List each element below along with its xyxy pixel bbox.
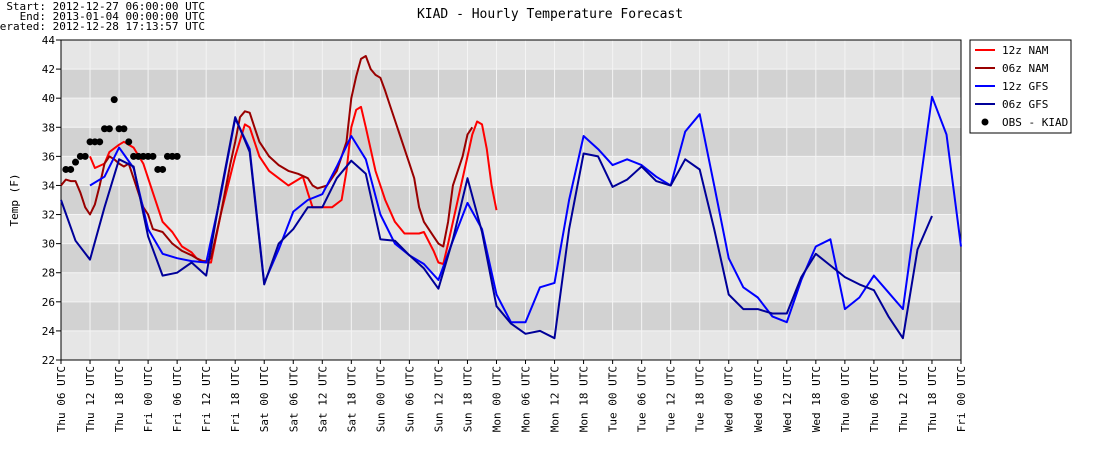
band: [61, 214, 961, 244]
obs-point: [67, 165, 75, 173]
x-tick-label: Thu 18 UTC: [926, 366, 939, 432]
y-tick-label: 42: [42, 63, 55, 76]
band: [61, 301, 961, 331]
info-line: End: 2013-01-04 00:00:00 UTC: [20, 10, 205, 23]
band: [61, 40, 961, 70]
chart-title: KIAD - Hourly Temperature Forecast: [417, 7, 683, 22]
band: [61, 330, 961, 360]
x-tick-label: Thu 12 UTC: [897, 366, 910, 432]
obs-point: [154, 165, 162, 173]
y-tick-label: 40: [42, 92, 55, 105]
x-tick-label: Sat 18 UTC: [345, 366, 358, 432]
obs-point: [120, 125, 128, 133]
x-tick-label: Wed 18 UTC: [810, 366, 823, 432]
x-tick-label: Mon 00 UTC: [490, 366, 503, 432]
x-tick-label: Fri 06 UTC: [171, 366, 184, 432]
series-line: [60, 116, 933, 340]
x-tick-label: Fri 00 UTC: [955, 366, 968, 432]
legend-label: 06z GFS: [1002, 98, 1048, 111]
band: [61, 127, 961, 157]
obs-point: [96, 138, 104, 146]
obs-point: [134, 152, 142, 160]
legend-label: 12z GFS: [1002, 80, 1048, 93]
x-tick-label: Sun 12 UTC: [432, 366, 445, 432]
obs-point: [159, 165, 167, 173]
obs-point: [110, 96, 118, 104]
y-tick-label: 32: [42, 209, 55, 222]
x-tick-label: Mon 12 UTC: [549, 366, 562, 432]
x-tick-label: Tue 18 UTC: [694, 366, 707, 432]
obs-point: [115, 125, 123, 133]
y-tick-label: 38: [42, 121, 55, 134]
x-tick-label: Sat 06 UTC: [287, 366, 300, 432]
x-tick-label: Wed 00 UTC: [723, 366, 736, 432]
y-tick-label: 28: [42, 267, 55, 280]
x-tick-label: Mon 06 UTC: [520, 366, 533, 432]
obs-point: [86, 138, 94, 146]
obs-point: [62, 165, 70, 173]
x-tick-label: Sat 12 UTC: [316, 366, 329, 432]
obs-point: [168, 152, 176, 160]
obs-point: [139, 152, 147, 160]
x-tick-label: Wed 06 UTC: [752, 366, 765, 432]
obs-point: [163, 152, 171, 160]
obs-point: [173, 152, 181, 160]
x-tick-label: Tue 12 UTC: [665, 366, 678, 432]
obs-point: [81, 152, 89, 160]
x-tick-label: Thu 06 UTC: [55, 366, 68, 432]
obs-point: [101, 125, 109, 133]
x-tick-label: Thu 06 UTC: [868, 366, 881, 432]
band: [61, 156, 961, 186]
y-tick-label: 36: [42, 150, 55, 163]
x-tick-label: Sun 06 UTC: [403, 366, 416, 432]
x-tick-label: Wed 12 UTC: [781, 366, 794, 432]
x-tick-label: Thu 18 UTC: [113, 366, 126, 432]
y-tick-label: 34: [42, 179, 56, 192]
band: [61, 185, 961, 215]
band: [61, 69, 961, 99]
obs-point: [144, 152, 152, 160]
y-tick-label: 22: [42, 354, 55, 367]
x-tick-label: Fri 00 UTC: [142, 366, 155, 432]
obs-point: [91, 138, 99, 146]
info-line: Start: 2012-12-27 06:00:00 UTC: [6, 0, 205, 13]
y-axis-label: Temp (F): [8, 174, 21, 227]
band: [61, 98, 961, 128]
legend-label: 06z NAM: [1002, 62, 1049, 75]
x-tick-label: Tue 06 UTC: [636, 366, 649, 432]
obs-point: [72, 158, 80, 166]
x-tick-label: Thu 00 UTC: [839, 366, 852, 432]
band: [61, 272, 961, 302]
info-line: Generated: 2012-12-28 17:13:57 UTC: [0, 20, 205, 33]
obs-point: [149, 152, 157, 160]
legend-marker: [981, 118, 989, 126]
obs-point: [105, 125, 113, 133]
obs-point: [76, 152, 84, 160]
x-tick-label: Tue 00 UTC: [607, 366, 620, 432]
legend-label: OBS - KIAD: [1002, 116, 1068, 129]
obs-point: [125, 138, 133, 146]
y-tick-label: 26: [42, 296, 55, 309]
x-tick-label: Sun 00 UTC: [374, 366, 387, 432]
x-tick-label: Fri 12 UTC: [200, 366, 213, 432]
x-tick-label: Fri 18 UTC: [229, 366, 242, 432]
y-tick-label: 24: [42, 325, 56, 338]
y-tick-label: 30: [42, 238, 55, 251]
x-tick-label: Sun 18 UTC: [461, 366, 474, 432]
legend-label: 12z NAM: [1002, 44, 1049, 57]
obs-point: [130, 152, 138, 160]
x-tick-label: Mon 18 UTC: [578, 366, 591, 432]
x-tick-label: Thu 12 UTC: [84, 366, 97, 432]
x-tick-label: Sat 00 UTC: [258, 366, 271, 432]
y-tick-label: 44: [42, 34, 56, 47]
